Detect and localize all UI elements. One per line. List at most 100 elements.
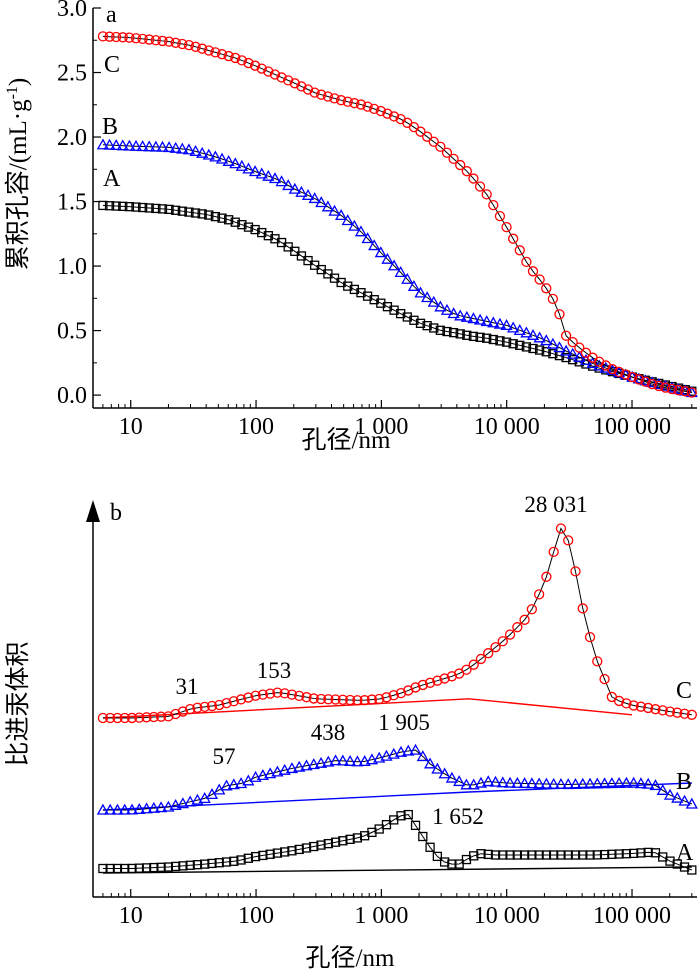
panel-b-series-B-point <box>416 750 429 762</box>
panel-b-series-C-point <box>563 535 574 546</box>
panel-a-series-C-point <box>157 35 168 47</box>
panel-a-series-A-point <box>475 332 485 342</box>
panel-a-series-C-point <box>335 95 347 106</box>
panel-b-series-A-point <box>578 850 588 860</box>
panel-a-series-B-point <box>546 337 559 349</box>
panel-b-series-A-point <box>178 861 188 871</box>
panel-a-series-A-point <box>495 336 505 346</box>
panel-b-series-A-point <box>294 844 304 855</box>
panel-b-series-A-point <box>469 851 479 861</box>
panel-a-series-C-point <box>560 330 572 341</box>
panel-a-series-C-point <box>144 34 155 45</box>
panel-b-series-B-point <box>365 753 379 765</box>
panel-a-y-tick-label-3: 1.5 <box>57 190 87 216</box>
panel-a-series-A-point <box>237 220 247 230</box>
panel-b-series-C-point <box>214 699 225 711</box>
panel-a-series-C-point <box>415 126 426 137</box>
panel-a-series-C-point <box>455 159 466 171</box>
panel-b-series-C-point <box>555 523 567 534</box>
peak-label-31: 31 <box>176 674 199 699</box>
panel-b-series-A-point <box>643 847 653 858</box>
panel-a-series-B-point <box>361 232 374 244</box>
panel-a-series-C-point <box>646 378 658 390</box>
panel-a-series-A-point <box>402 312 412 322</box>
panel-b-series-B-point <box>220 779 233 791</box>
panel-a-series-C-point <box>150 35 162 46</box>
panel-a-series-C-point <box>183 39 195 51</box>
panel-b-baseline-C <box>102 698 633 719</box>
panel-a-series-A-point <box>223 215 234 225</box>
panel-a-series-B-point <box>500 319 513 331</box>
panel-b-letter: b <box>110 500 122 526</box>
panel-b-series-C-point <box>272 687 283 698</box>
panel-b-series-B-point <box>438 767 451 779</box>
panel-a-series-C-point <box>620 369 631 380</box>
panel-a-series-B-point <box>414 286 427 298</box>
panel-b-series-B-point <box>96 803 110 815</box>
panel-a-series-C-point <box>276 72 287 83</box>
panel-a-series-A-point <box>488 334 498 345</box>
panel-a-series-B-point <box>440 303 454 315</box>
panel-b-series-A-point <box>599 849 610 860</box>
panel-b-series-C-point <box>577 603 588 614</box>
panel-a-series-A-point <box>124 201 135 212</box>
panel-b-series-A-point <box>236 855 246 865</box>
panel-a-series-B-point <box>513 324 526 335</box>
panel-a-series-C-point <box>249 60 261 71</box>
panel-a-series-B-point <box>209 150 222 162</box>
panel-b-label-B: B <box>676 769 692 795</box>
panel-a-series-A-point <box>111 201 121 211</box>
panel-a-series-B-point <box>255 167 268 179</box>
panel-b-series-C-point <box>686 709 697 720</box>
panel-b: 10 100 1 000 10 000 100 000 b 28 031 31 153 … <box>4 492 698 972</box>
panel-b-series-B-point <box>285 762 299 774</box>
panel-a-series-B-point <box>262 169 275 181</box>
panel-b-series-B-point <box>431 762 444 774</box>
panel-b-series-C-point <box>250 690 261 701</box>
panel-b-series-A-point <box>352 833 363 843</box>
panel-a-series-A-point <box>230 217 240 227</box>
panel-a-y-label: 累积孔容/(mL·g-1) <box>4 78 32 270</box>
panel-b-series-B-point <box>278 763 291 775</box>
panel-b-y-label: 比进汞体积 <box>4 641 32 766</box>
panel-b-series-B-point <box>518 777 531 789</box>
panel-b-series-A-point <box>665 856 675 866</box>
panel-a-series-B-point <box>123 139 136 151</box>
panel-a-series-B-point <box>473 313 487 325</box>
panel-b-series-B-point <box>649 779 662 791</box>
panel-b-series-B-point <box>154 801 168 813</box>
panel-b-series-C-point <box>155 711 167 722</box>
panel-a-series-C-point <box>541 283 552 294</box>
panel-a-series-C-point <box>633 374 645 385</box>
panel-b-series-B-point <box>482 775 495 787</box>
panel-b-series-A-point <box>214 858 224 868</box>
panel-b-series-C-point <box>512 622 523 633</box>
panel-b-series-C-point <box>170 708 181 720</box>
panel-a-series-B-point <box>189 144 202 156</box>
panel-b-series-B-point <box>605 777 618 789</box>
panel-b-series-A-point <box>549 850 559 860</box>
panel-a-series-A-point <box>521 342 532 352</box>
panel-a-series-B-point <box>520 326 533 338</box>
panel-a-series-A-point <box>349 284 360 295</box>
panel-b-series-A-point <box>112 863 123 874</box>
panel-a-series-C-point <box>468 173 479 184</box>
panel-a-series-C-point <box>223 50 234 62</box>
panel-a-series-A-point <box>501 337 512 347</box>
panel-a-series-C-point <box>388 111 400 122</box>
panel-b-series-C-point <box>286 689 298 700</box>
panel-a-series-C-point <box>666 383 678 395</box>
panel-a-series-B-point <box>434 300 447 312</box>
panel-a-series-A-point <box>104 201 115 211</box>
panel-a-series-B-point <box>480 315 493 327</box>
panel-b-series-A-point <box>410 820 421 831</box>
peak-label-1905: 1 905 <box>378 710 430 735</box>
panel-a-series-B-point <box>348 219 361 231</box>
panel-a-series-B-point <box>268 172 282 184</box>
panel-b-series-C-point <box>628 700 639 711</box>
panel-a-label-C: C <box>104 52 120 78</box>
panel-b-series-A-point <box>432 851 443 862</box>
panel-b-series-B-point <box>169 798 182 810</box>
panel-a-series-B-point <box>354 225 368 237</box>
